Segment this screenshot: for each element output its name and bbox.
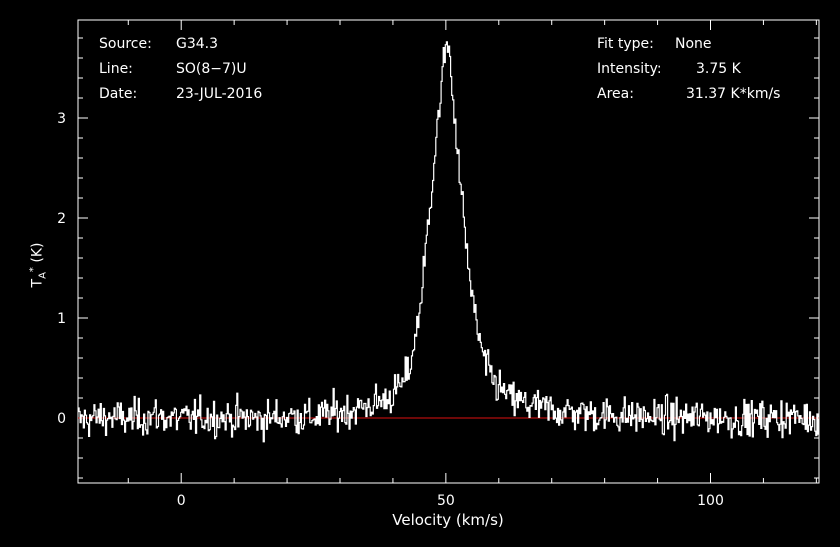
date-value: 23-JUL-2016 <box>176 86 263 102</box>
x-tick-label: 100 <box>697 493 724 509</box>
y-tick-label: 1 <box>57 311 66 327</box>
source-value: G34.3 <box>176 36 219 52</box>
area-label: Area: <box>597 86 634 102</box>
line-value: SO(8−7)U <box>176 61 247 77</box>
y-tick-label: 2 <box>57 211 66 227</box>
source-label: Source: <box>99 36 152 52</box>
date-label: Date: <box>99 86 138 102</box>
intensity-value: 3.75 K <box>696 61 741 77</box>
fit-type-label: Fit type: <box>597 36 654 52</box>
x-tick-label: 0 <box>177 493 186 509</box>
spectrum-line <box>78 41 819 443</box>
y-tick-label: 3 <box>57 111 66 127</box>
area-value: 31.37 K*km/s <box>686 86 781 102</box>
plot-frame <box>77 19 820 484</box>
x-tick-label: 50 <box>437 493 455 509</box>
y-axis-label: TA* (K) <box>28 242 49 288</box>
x-axis-label: Velocity (km/s) <box>392 511 503 529</box>
tick-labels: 0 50 100 0 1 2 3 <box>57 111 724 509</box>
axis-ticks <box>78 20 819 483</box>
fit-type-value: None <box>675 36 712 52</box>
intensity-label: Intensity: <box>597 61 662 77</box>
y-tick-label: 0 <box>57 411 66 427</box>
line-label: Line: <box>99 61 133 77</box>
